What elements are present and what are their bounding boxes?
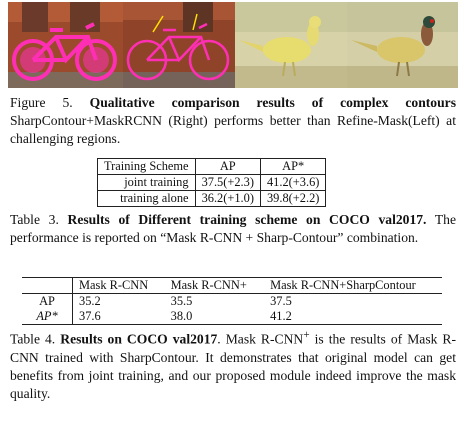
table-3-label: Table 3.: [10, 212, 59, 227]
table-row: training alone 36.2(+1.0) 39.8(+2.2): [97, 190, 327, 207]
table-3-cell: training alone: [97, 190, 196, 207]
table-4-superscript: +: [303, 329, 310, 341]
table-4-label: Table 4.: [10, 331, 56, 347]
table-4: Mask R-CNN Mask R-CNN+ Mask R-CNN+SharpC…: [22, 277, 442, 325]
table-4-description-end: is the results of Mask R-CNN trained wit…: [10, 331, 457, 401]
figure-5-title: Qualitative comparison results of comple…: [89, 95, 456, 110]
table-3-cell: 39.8(+2.2): [259, 190, 327, 207]
table-3-header-ap-star: AP*: [259, 158, 327, 175]
table-4-cell: 37.5: [270, 294, 292, 308]
figure-5-caption: Figure 5. Qualitative comparison results…: [10, 94, 456, 148]
table-3-header-row: Training Scheme AP AP*: [97, 158, 327, 175]
table-3-cell: 36.2(+1.0): [194, 190, 261, 207]
table-3-cell: 37.5(+2.3): [194, 174, 261, 191]
table-4-cell: 37.6: [72, 309, 165, 325]
table-row: AP 35.2 35.5 37.5: [22, 293, 442, 309]
bicycle-refined-mask-image: [123, 2, 235, 88]
table-4-cell: 35.5: [170, 294, 193, 308]
figure-5-label: Figure 5.: [10, 95, 73, 110]
table-row: AP* 37.6 38.0 41.2: [22, 309, 442, 325]
table-4-cell: 38.0: [164, 309, 265, 325]
figure-5-description: SharpContour+MaskRCNN (Right) performs b…: [10, 113, 456, 146]
table-4-description-start: . Mask R-CNN: [217, 331, 304, 347]
table-4-row-label: AP: [22, 293, 73, 309]
table-row: joint training 37.5(+2.3) 41.2(+3.6): [97, 174, 327, 191]
table-3-cell: joint training: [97, 174, 196, 191]
bicycle-magenta-mask-image: [8, 2, 123, 88]
table-3-cell: 41.2(+3.6): [259, 174, 327, 191]
figure-5-images: [8, 2, 458, 88]
table-4-header-maskrcnn-plus: Mask R-CNN+: [164, 277, 265, 294]
table-4-caption: Table 4. Results on COCO val2017. Mask R…: [10, 326, 456, 403]
table-4-title: Results on COCO val2017: [60, 331, 218, 347]
table-3-header-ap: AP: [194, 158, 261, 175]
table-4-row-label: AP*: [22, 309, 73, 325]
table-3-description: The performance is reported on “Mask R-C…: [10, 212, 456, 245]
table-4-header-maskrcnn-sharpcontour: Mask R-CNN+SharpContour: [264, 277, 442, 294]
table-4-cell: 41.2: [264, 309, 442, 325]
table-3-caption: Table 3. Results of Different training s…: [10, 211, 456, 247]
table-4-header-corner: [22, 277, 73, 294]
pheasant-refinemask-image: [235, 2, 347, 88]
table-3-title: Results of Different training scheme on …: [67, 212, 427, 227]
table-4-header-maskrcnn: Mask R-CNN: [72, 277, 165, 294]
table-4-header-row: Mask R-CNN Mask R-CNN+ Mask R-CNN+SharpC…: [22, 277, 442, 294]
table-3-header-scheme: Training Scheme: [97, 158, 196, 175]
table-3: Training Scheme AP AP* joint training 37…: [97, 158, 327, 207]
pheasant-sharpcontour-image: [347, 2, 458, 88]
table-4-cell: 35.2: [79, 294, 101, 308]
